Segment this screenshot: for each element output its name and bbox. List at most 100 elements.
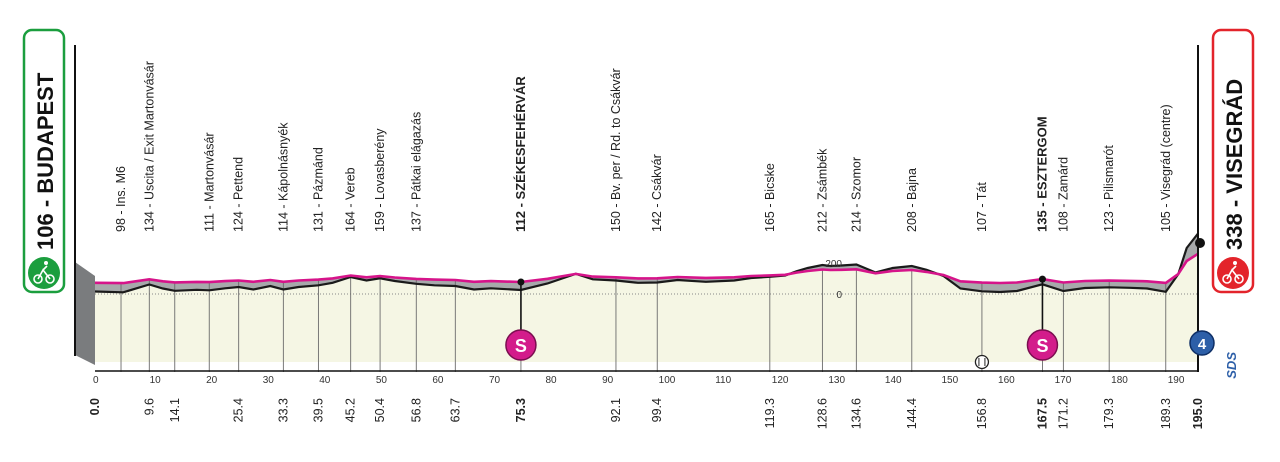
start-cyclist-icon bbox=[28, 257, 60, 289]
badge-layer: S S 4 SDS bbox=[505, 275, 1239, 379]
sprint-dot bbox=[1038, 275, 1046, 283]
waypoint-km: 45.2 bbox=[344, 398, 358, 422]
km-tick-label: 170 bbox=[1055, 375, 1072, 386]
waypoint-km: 14.1 bbox=[168, 398, 182, 422]
waypoint-km: 156.8 bbox=[975, 398, 989, 429]
finish-title: 338 - VISEGRÁD bbox=[1222, 79, 1247, 250]
km-tick-label: 110 bbox=[715, 375, 731, 386]
waypoint-km: 144.4 bbox=[905, 398, 919, 429]
start-cyclist-icon bbox=[33, 274, 43, 284]
alt-tick-label: 200 bbox=[825, 259, 842, 270]
feed-zone-icon bbox=[974, 354, 990, 370]
finish-box: 338 - VISEGRÁD bbox=[1211, 28, 1255, 294]
waypoint-km: 75.3 bbox=[514, 398, 528, 422]
km-tick-label: 0 bbox=[93, 375, 99, 386]
km-tick-label: 150 bbox=[941, 375, 958, 386]
waypoint-name: 212 - Zsámbék bbox=[815, 148, 829, 232]
waypoint-km: 195.0 bbox=[1191, 398, 1205, 429]
km-tick-label: 100 bbox=[659, 375, 676, 386]
waypoint-name: 105 - Visegrád (centre) bbox=[1159, 104, 1173, 232]
waypoint-km: 56.8 bbox=[409, 398, 423, 422]
waypoint-name: 124 - Pettend bbox=[232, 157, 246, 232]
finish-name: VISEGRÁD bbox=[1222, 79, 1247, 194]
sprint-badge-label: S bbox=[1036, 336, 1048, 356]
waypoint-km: 179.3 bbox=[1102, 398, 1116, 429]
waypoint-km: 128.6 bbox=[815, 398, 829, 429]
finish-category-label: 4 bbox=[1198, 336, 1207, 353]
sprint-badge bbox=[505, 329, 537, 361]
finish-cyclist-icon bbox=[1234, 274, 1244, 284]
waypoint-name: 131 - Pázmánd bbox=[311, 147, 325, 232]
waypoint-km: 33.3 bbox=[276, 398, 290, 422]
waypoint-name: 150 - Bv. per / Rd. to Csákvár bbox=[609, 68, 623, 232]
start-cyclist-icon bbox=[45, 274, 55, 284]
finish-separator: - bbox=[1222, 194, 1247, 214]
finish-cyclist-icon bbox=[1222, 274, 1232, 284]
waypoint-km: 50.4 bbox=[373, 398, 387, 422]
start-separator: - bbox=[33, 194, 58, 214]
waypoint-name: 114 - Kápolnásnyék bbox=[276, 122, 290, 232]
waypoint-km: 119.3 bbox=[763, 398, 777, 428]
finish-dot bbox=[1195, 238, 1205, 248]
km-tick-label: 180 bbox=[1111, 375, 1128, 386]
waypoint-km: 134.6 bbox=[849, 398, 863, 429]
km-tick-label: 10 bbox=[150, 375, 162, 386]
km-tick-label: 60 bbox=[432, 375, 444, 386]
km-tick-label: 140 bbox=[885, 375, 902, 386]
km-tick-label: 20 bbox=[206, 375, 218, 386]
finish-cyclist-icon bbox=[1226, 265, 1240, 280]
start-title: 106 - BUDAPEST bbox=[33, 72, 58, 250]
start-cyclist-icon bbox=[44, 261, 48, 265]
waypoint-name: 165 - Bicske bbox=[763, 163, 777, 232]
waypoint-name: 164 - Vereb bbox=[344, 167, 358, 232]
alt-tick-label: 0 bbox=[836, 290, 842, 301]
waypoint-name: 108 - Zamárd bbox=[1056, 157, 1070, 232]
road-pink-line bbox=[94, 252, 1199, 285]
km-tick-label: 190 bbox=[1168, 375, 1185, 386]
waypoint-name: 137 - Pátkai elágazás bbox=[409, 112, 423, 232]
finish-altitude: 338 bbox=[1222, 213, 1247, 250]
km-tick-layer: 0 10 20 30 40 50 60 70 80 90 100 110 120 130 140 150 160… bbox=[93, 375, 1185, 386]
km-tick-label: 40 bbox=[319, 375, 331, 386]
finish-cyclist-icon bbox=[1217, 257, 1249, 289]
waypoint-km: 39.5 bbox=[311, 398, 325, 422]
waypoint-km: 171.2 bbox=[1056, 398, 1070, 429]
waypoint-name: 135 - ESZTERGOM bbox=[1034, 116, 1049, 232]
km-tick-label: 30 bbox=[263, 375, 275, 386]
profile-side-face bbox=[75, 262, 95, 365]
start-finish-layer: 106 - BUDAPEST 338 - VISEGRÁD bbox=[22, 28, 1255, 294]
waypoint-km: 9.6 bbox=[142, 398, 156, 415]
waypoint-km: 25.4 bbox=[232, 398, 246, 422]
km-tick-label: 70 bbox=[489, 375, 501, 386]
waypoint-name: 134 - Uscita / Exit Martonvásár bbox=[142, 61, 156, 232]
waypoint-name: 112 - SZÉKESFEHÉRVÁR bbox=[513, 76, 528, 232]
waypoint-name: 142 - Csákvár bbox=[650, 154, 664, 232]
waypoint-name: 111 - Martonvásár bbox=[202, 132, 216, 232]
brand-logo: SDS bbox=[1224, 352, 1239, 379]
waypoint-km: 99.4 bbox=[650, 398, 664, 422]
sprint-dot bbox=[517, 278, 525, 286]
waypoint-km: 63.7 bbox=[448, 398, 462, 422]
waypoint-name: 208 - Bajna bbox=[905, 168, 919, 232]
profile-top-outline bbox=[94, 232, 1199, 294]
km-tick-label: 130 bbox=[828, 375, 845, 386]
km-tick-label: 160 bbox=[998, 375, 1015, 386]
start-name: BUDAPEST bbox=[33, 72, 58, 194]
start-frame bbox=[22, 28, 66, 294]
waypoint-name: 123 - Pilismarót bbox=[1102, 145, 1116, 232]
km-tick-label: 80 bbox=[546, 375, 558, 386]
waypoint-km: 0.0 bbox=[88, 398, 102, 415]
waypoint-label-layer: 0.0 98 - Ins. M6 134 - Uscita / Exit Marto… bbox=[88, 61, 1205, 429]
waypoint-name: 214 - Szomor bbox=[849, 157, 863, 232]
waypoint-name: 98 - Ins. M6 bbox=[114, 166, 128, 232]
km-tick-label: 120 bbox=[772, 375, 789, 386]
waypoint-km: 92.1 bbox=[609, 398, 623, 422]
waypoint-name: 159 - Lovasberény bbox=[373, 128, 387, 232]
start-box: 106 - BUDAPEST bbox=[22, 28, 66, 294]
finish-category-badge bbox=[1189, 330, 1215, 356]
finish-cyclist-icon bbox=[1233, 261, 1237, 265]
finish-frame bbox=[1211, 28, 1255, 294]
sprint-badge-label: S bbox=[515, 336, 527, 356]
km-tick-label: 90 bbox=[602, 375, 614, 386]
